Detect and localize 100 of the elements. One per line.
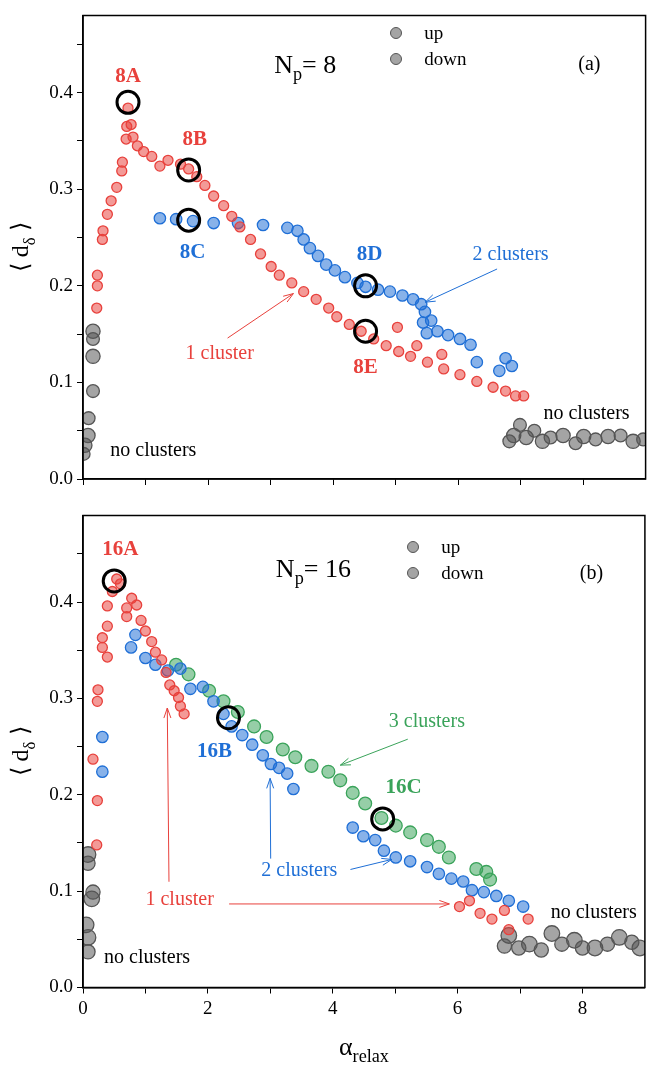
annotation: 1 cluster xyxy=(145,886,215,909)
point xyxy=(511,940,527,956)
point xyxy=(368,833,382,847)
point xyxy=(139,651,152,665)
point xyxy=(256,218,270,232)
point xyxy=(121,602,133,614)
x-tick-label: 8 xyxy=(577,996,588,1018)
point xyxy=(502,894,516,908)
annotation: (a) xyxy=(578,51,601,75)
point xyxy=(146,150,158,163)
point xyxy=(83,411,96,426)
point xyxy=(543,430,558,445)
point xyxy=(438,363,450,375)
point xyxy=(129,628,142,642)
annotation: 3 clusters xyxy=(388,708,466,731)
point xyxy=(474,907,486,919)
y-tick-label: 0.3 xyxy=(49,686,73,708)
y-tick-label: 0.1 xyxy=(49,879,73,901)
point xyxy=(131,599,143,611)
x-tick-label: 2 xyxy=(203,996,213,1018)
point xyxy=(499,385,512,397)
point xyxy=(85,348,101,365)
point xyxy=(463,895,476,907)
annotation: 1 cluster xyxy=(185,341,255,364)
point xyxy=(403,854,417,868)
point xyxy=(291,224,304,238)
point xyxy=(135,614,147,627)
point xyxy=(105,195,117,207)
point xyxy=(303,241,317,255)
point xyxy=(431,324,444,338)
point xyxy=(391,321,404,334)
point xyxy=(92,684,104,696)
point xyxy=(568,436,583,451)
y-axis-title: ⟨ dδ ⟩ xyxy=(7,726,39,777)
y-axis-title: ⟨ dδ ⟩ xyxy=(7,222,39,273)
point xyxy=(600,428,616,445)
point xyxy=(116,156,129,168)
point xyxy=(470,355,484,369)
point xyxy=(464,338,477,352)
y-tick-label: 0.0 xyxy=(49,975,73,997)
point xyxy=(207,216,220,230)
annotation: 2 clusters xyxy=(261,858,338,881)
point xyxy=(441,328,455,342)
point xyxy=(259,729,274,745)
y-tick-label: 0.4 xyxy=(49,80,74,102)
point xyxy=(287,782,300,796)
point xyxy=(454,369,466,381)
point xyxy=(235,728,249,742)
point xyxy=(288,750,303,765)
point xyxy=(101,651,113,663)
point xyxy=(101,600,113,612)
point xyxy=(492,364,506,378)
point xyxy=(125,118,137,131)
annotation: no clusters xyxy=(110,438,197,461)
point xyxy=(297,233,311,246)
y-tick-label: 0.2 xyxy=(49,782,73,804)
point xyxy=(419,833,435,848)
point xyxy=(358,796,373,811)
point xyxy=(91,269,104,281)
point xyxy=(441,850,456,865)
point xyxy=(333,773,348,788)
point xyxy=(162,154,174,166)
point xyxy=(310,293,322,306)
point xyxy=(543,925,561,942)
point xyxy=(265,260,277,273)
point xyxy=(487,381,499,393)
point xyxy=(323,302,335,314)
point xyxy=(207,695,220,708)
point xyxy=(199,179,211,192)
point xyxy=(139,625,152,637)
point xyxy=(393,345,405,358)
point xyxy=(403,825,418,840)
point xyxy=(153,211,167,225)
point xyxy=(196,680,210,694)
point xyxy=(101,208,114,221)
point xyxy=(275,742,290,757)
point xyxy=(527,423,542,438)
legend-label: down xyxy=(441,561,484,586)
point xyxy=(91,302,103,314)
y-tick-label: 0.4 xyxy=(49,590,74,612)
point xyxy=(489,889,503,903)
point xyxy=(226,210,238,222)
point xyxy=(346,821,360,834)
point xyxy=(416,316,430,329)
point xyxy=(178,708,190,720)
annotation: 8B xyxy=(182,126,207,151)
point xyxy=(156,654,168,666)
legend-label: down xyxy=(424,47,467,72)
point xyxy=(304,758,319,773)
point xyxy=(286,277,298,289)
point xyxy=(85,884,101,900)
y-tick-label: 0.0 xyxy=(49,466,73,488)
annotation: 16A xyxy=(102,536,140,561)
point xyxy=(477,885,491,899)
point xyxy=(96,730,109,744)
point xyxy=(522,913,534,925)
point xyxy=(483,872,498,887)
point xyxy=(244,233,257,246)
point xyxy=(588,432,603,447)
point xyxy=(456,875,470,888)
